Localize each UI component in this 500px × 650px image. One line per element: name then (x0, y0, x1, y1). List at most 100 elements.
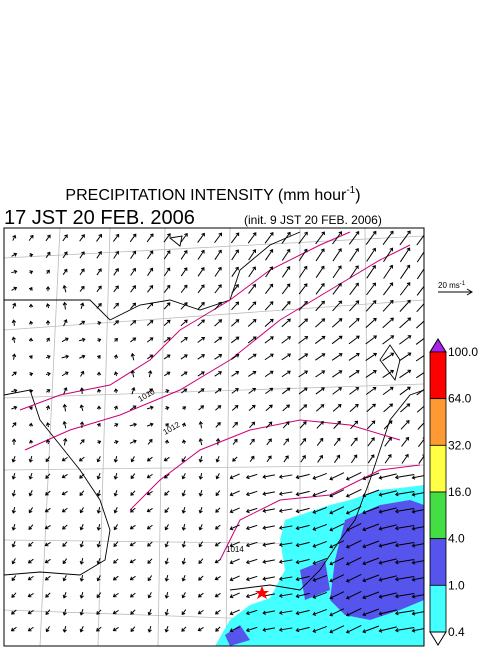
wind-arrow (362, 506, 380, 515)
wind-arrow (112, 575, 119, 581)
wind-arrow (129, 405, 137, 411)
wind-arrow (130, 473, 136, 480)
wind-arrow (197, 301, 205, 310)
wind-arrow (28, 455, 33, 463)
wind-arrow (96, 592, 102, 599)
wind-arrow (113, 285, 119, 293)
wind-arrow (329, 574, 345, 583)
wind-arrow (245, 626, 258, 633)
valid-time: 17 JST 20 FEB. 2006 (4, 207, 195, 229)
wind-arrow (332, 387, 343, 395)
wind-arrow (181, 592, 186, 599)
wind-arrow (181, 490, 186, 497)
wind-arrow (383, 282, 394, 296)
wind-arrow (11, 319, 17, 326)
wind-arrow (214, 559, 221, 564)
wind-arrow (181, 422, 187, 427)
wind-arrow (312, 625, 327, 633)
wind-arrow (97, 388, 102, 393)
wind-arrow (278, 542, 293, 547)
wind-arrow (265, 404, 273, 412)
wind-arrow (11, 422, 17, 428)
wind-arrow (394, 558, 415, 565)
wind-arrow (114, 338, 119, 342)
wind-arrow (298, 265, 308, 278)
wind-arrow (400, 420, 410, 430)
colorbar-label: 1.0 (448, 578, 465, 592)
wind-arrow (146, 302, 154, 310)
wind-arrow (112, 592, 119, 598)
wind-arrow (181, 388, 188, 394)
wind-arrow (112, 610, 119, 615)
wind-arrow (197, 319, 205, 327)
wind-arrow (79, 337, 86, 342)
wind-arrow (165, 406, 170, 411)
wind-arrow (215, 437, 221, 446)
wind-arrow (415, 355, 424, 362)
wind-arrow (181, 473, 186, 480)
wind-arrow (27, 558, 34, 564)
wind-arrow (266, 455, 272, 463)
wind-arrow (113, 320, 120, 326)
wind-arrow (28, 541, 34, 547)
wind-arrow (262, 559, 275, 564)
wind-arrow (232, 421, 238, 428)
wind-arrow (180, 371, 188, 377)
wind-arrow (394, 507, 415, 514)
wind-arrow (345, 523, 362, 532)
wind-arrow (163, 354, 171, 360)
wind-arrow (362, 523, 380, 532)
wind-arrow (378, 524, 397, 531)
colorbar-segment (429, 351, 447, 400)
wind-arrow (416, 265, 424, 280)
wind-arrow (378, 507, 397, 514)
wind-arrow (350, 454, 358, 464)
wind-arrow (130, 302, 137, 310)
wind-arrow (181, 540, 186, 548)
wind-arrow (332, 282, 342, 295)
wind-arrow (215, 524, 221, 530)
colorbar-label: 64.0 (448, 392, 472, 406)
wind-arrow (315, 387, 325, 395)
wind-arrow (315, 231, 325, 245)
wind-arrow (249, 438, 255, 446)
wind-arrow (265, 387, 274, 395)
wind-arrow (298, 387, 308, 395)
wind-arrow (348, 230, 360, 245)
wind-arrow (332, 248, 342, 262)
wind-arrow (165, 389, 170, 394)
wind-arrow (316, 437, 324, 446)
wind-arrow (163, 456, 170, 462)
colorbar: 100.0 64.0 32.0 16.0 4.0 1.0 0.4 (429, 338, 478, 646)
wind-arrow (365, 300, 377, 312)
wind-arrow (229, 626, 240, 633)
wind-arrow (164, 541, 169, 548)
wind-arrow (79, 591, 84, 599)
wind-arrow (281, 336, 292, 344)
wind-arrow (147, 558, 153, 564)
wind-arrow (11, 472, 16, 480)
wind-arrow (278, 576, 293, 581)
wind-arrow (345, 540, 362, 549)
wind-arrow (130, 369, 135, 378)
wind-arrow (262, 525, 275, 530)
title-text: PRECIPITATION INTENSITY (mm hour (65, 187, 347, 204)
wind-arrow (329, 489, 345, 498)
wind-arrow (180, 319, 188, 327)
wind-arrow (214, 284, 222, 294)
isobar (19, 231, 351, 411)
wind-arrow (78, 456, 85, 462)
wind-arrow (146, 319, 154, 326)
wind-arrow (264, 301, 274, 311)
isobar (24, 244, 411, 451)
wind-arrow (130, 337, 137, 343)
latitude-lines (4, 235, 424, 626)
wind-arrow (411, 492, 424, 497)
wind-arrow (349, 265, 359, 279)
wind-arrow (96, 456, 101, 463)
wind-arrow (365, 335, 377, 345)
wind-arrow (130, 267, 136, 276)
wind-arrow (62, 524, 68, 530)
wind-arrow (44, 524, 51, 530)
wind-arrow (61, 337, 69, 343)
